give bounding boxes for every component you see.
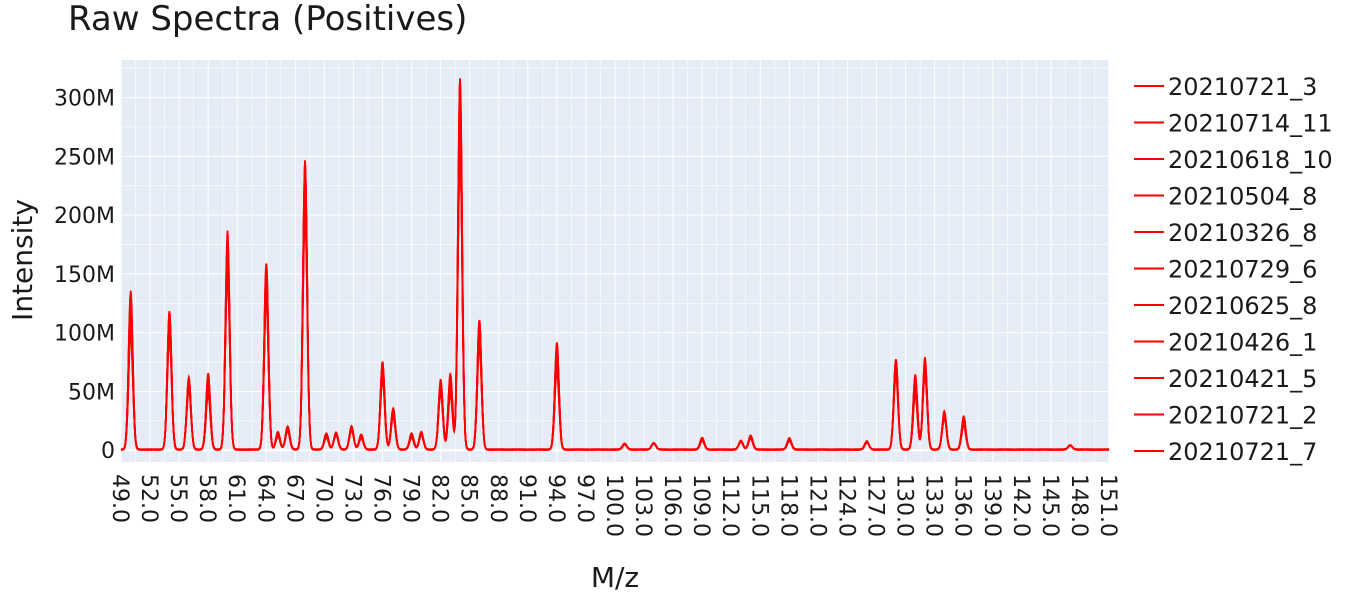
legend: 20210721_3 20210714_11 20210618_10 20210504… — [1134, 73, 1333, 466]
grid-lines — [120, 60, 1110, 462]
x-tick-label: 49.0 — [107, 474, 132, 523]
y-tick-label: 150M — [54, 263, 115, 288]
x-tick-label: 133.0 — [921, 474, 946, 537]
legend-item[interactable]: 20210504_8 — [1168, 183, 1317, 211]
x-tick-label: 106.0 — [659, 474, 684, 537]
legend-item[interactable]: 20210729_6 — [1168, 256, 1317, 284]
legend-item[interactable]: 20210618_10 — [1168, 146, 1333, 174]
x-tick-label: 112.0 — [717, 474, 742, 537]
x-tick-label: 109.0 — [688, 474, 713, 537]
y-axis-ticks: 0 50M 100M 150M 200M 250M 300M — [54, 87, 115, 465]
x-tick-label: 139.0 — [979, 474, 1004, 537]
x-tick-label: 124.0 — [833, 474, 858, 537]
x-tick-label: 58.0 — [194, 474, 219, 523]
x-axis-title: M/z — [591, 561, 639, 594]
x-tick-label: 82.0 — [427, 474, 452, 523]
x-tick-label: 67.0 — [281, 474, 306, 523]
x-tick-label: 85.0 — [456, 474, 481, 523]
y-tick-label: 50M — [68, 380, 115, 405]
spectrum-line — [120, 78, 1110, 451]
x-tick-label: 115.0 — [746, 474, 771, 537]
legend-item[interactable]: 20210426_1 — [1168, 329, 1317, 357]
x-tick-label: 121.0 — [804, 474, 829, 537]
legend-item[interactable]: 20210326_8 — [1168, 219, 1317, 247]
x-tick-label: 97.0 — [572, 474, 597, 523]
x-tick-label: 148.0 — [1066, 474, 1091, 537]
x-tick-label: 100.0 — [601, 474, 626, 537]
x-tick-label: 61.0 — [223, 474, 248, 523]
y-tick-label: 100M — [54, 322, 115, 347]
x-tick-label: 70.0 — [310, 474, 335, 523]
x-tick-label: 76.0 — [369, 474, 394, 523]
x-tick-label: 88.0 — [485, 474, 510, 523]
y-tick-label: 200M — [54, 204, 115, 229]
legend-item[interactable]: 20210721_2 — [1168, 402, 1317, 430]
y-tick-label: 250M — [54, 145, 115, 170]
legend-item[interactable]: 20210714_11 — [1168, 110, 1333, 138]
x-tick-label: 136.0 — [950, 474, 975, 537]
legend-item[interactable]: 20210421_5 — [1168, 365, 1317, 393]
legend-item[interactable]: 20210721_3 — [1168, 73, 1317, 101]
chart-title: Raw Spectra (Positives) — [68, 0, 467, 39]
y-tick-label: 300M — [54, 87, 115, 112]
x-tick-label: 79.0 — [398, 474, 423, 523]
x-tick-label: 91.0 — [514, 474, 539, 523]
x-tick-label: 73.0 — [339, 474, 364, 523]
legend-item[interactable]: 20210625_8 — [1168, 292, 1317, 320]
spectra-lines — [120, 78, 1110, 451]
x-tick-label: 94.0 — [543, 474, 568, 523]
x-tick-label: 118.0 — [775, 474, 800, 537]
x-tick-label: 103.0 — [630, 474, 655, 537]
x-tick-label: 64.0 — [252, 474, 277, 523]
legend-item[interactable]: 20210721_7 — [1168, 438, 1317, 466]
x-tick-label: 127.0 — [863, 474, 888, 537]
x-tick-label: 130.0 — [892, 474, 917, 537]
x-tick-label: 52.0 — [136, 474, 161, 523]
x-axis-ticks: 49.0 52.0 55.0 58.0 61.0 64.0 67.0 70.0 73.0 76.0… — [107, 474, 1120, 537]
x-tick-label: 142.0 — [1008, 474, 1033, 537]
x-tick-label: 151.0 — [1095, 474, 1120, 537]
y-tick-label: 0 — [101, 439, 115, 464]
x-tick-label: 55.0 — [165, 474, 190, 523]
x-tick-label: 145.0 — [1037, 474, 1062, 537]
y-axis-title: Intensity — [6, 199, 39, 321]
